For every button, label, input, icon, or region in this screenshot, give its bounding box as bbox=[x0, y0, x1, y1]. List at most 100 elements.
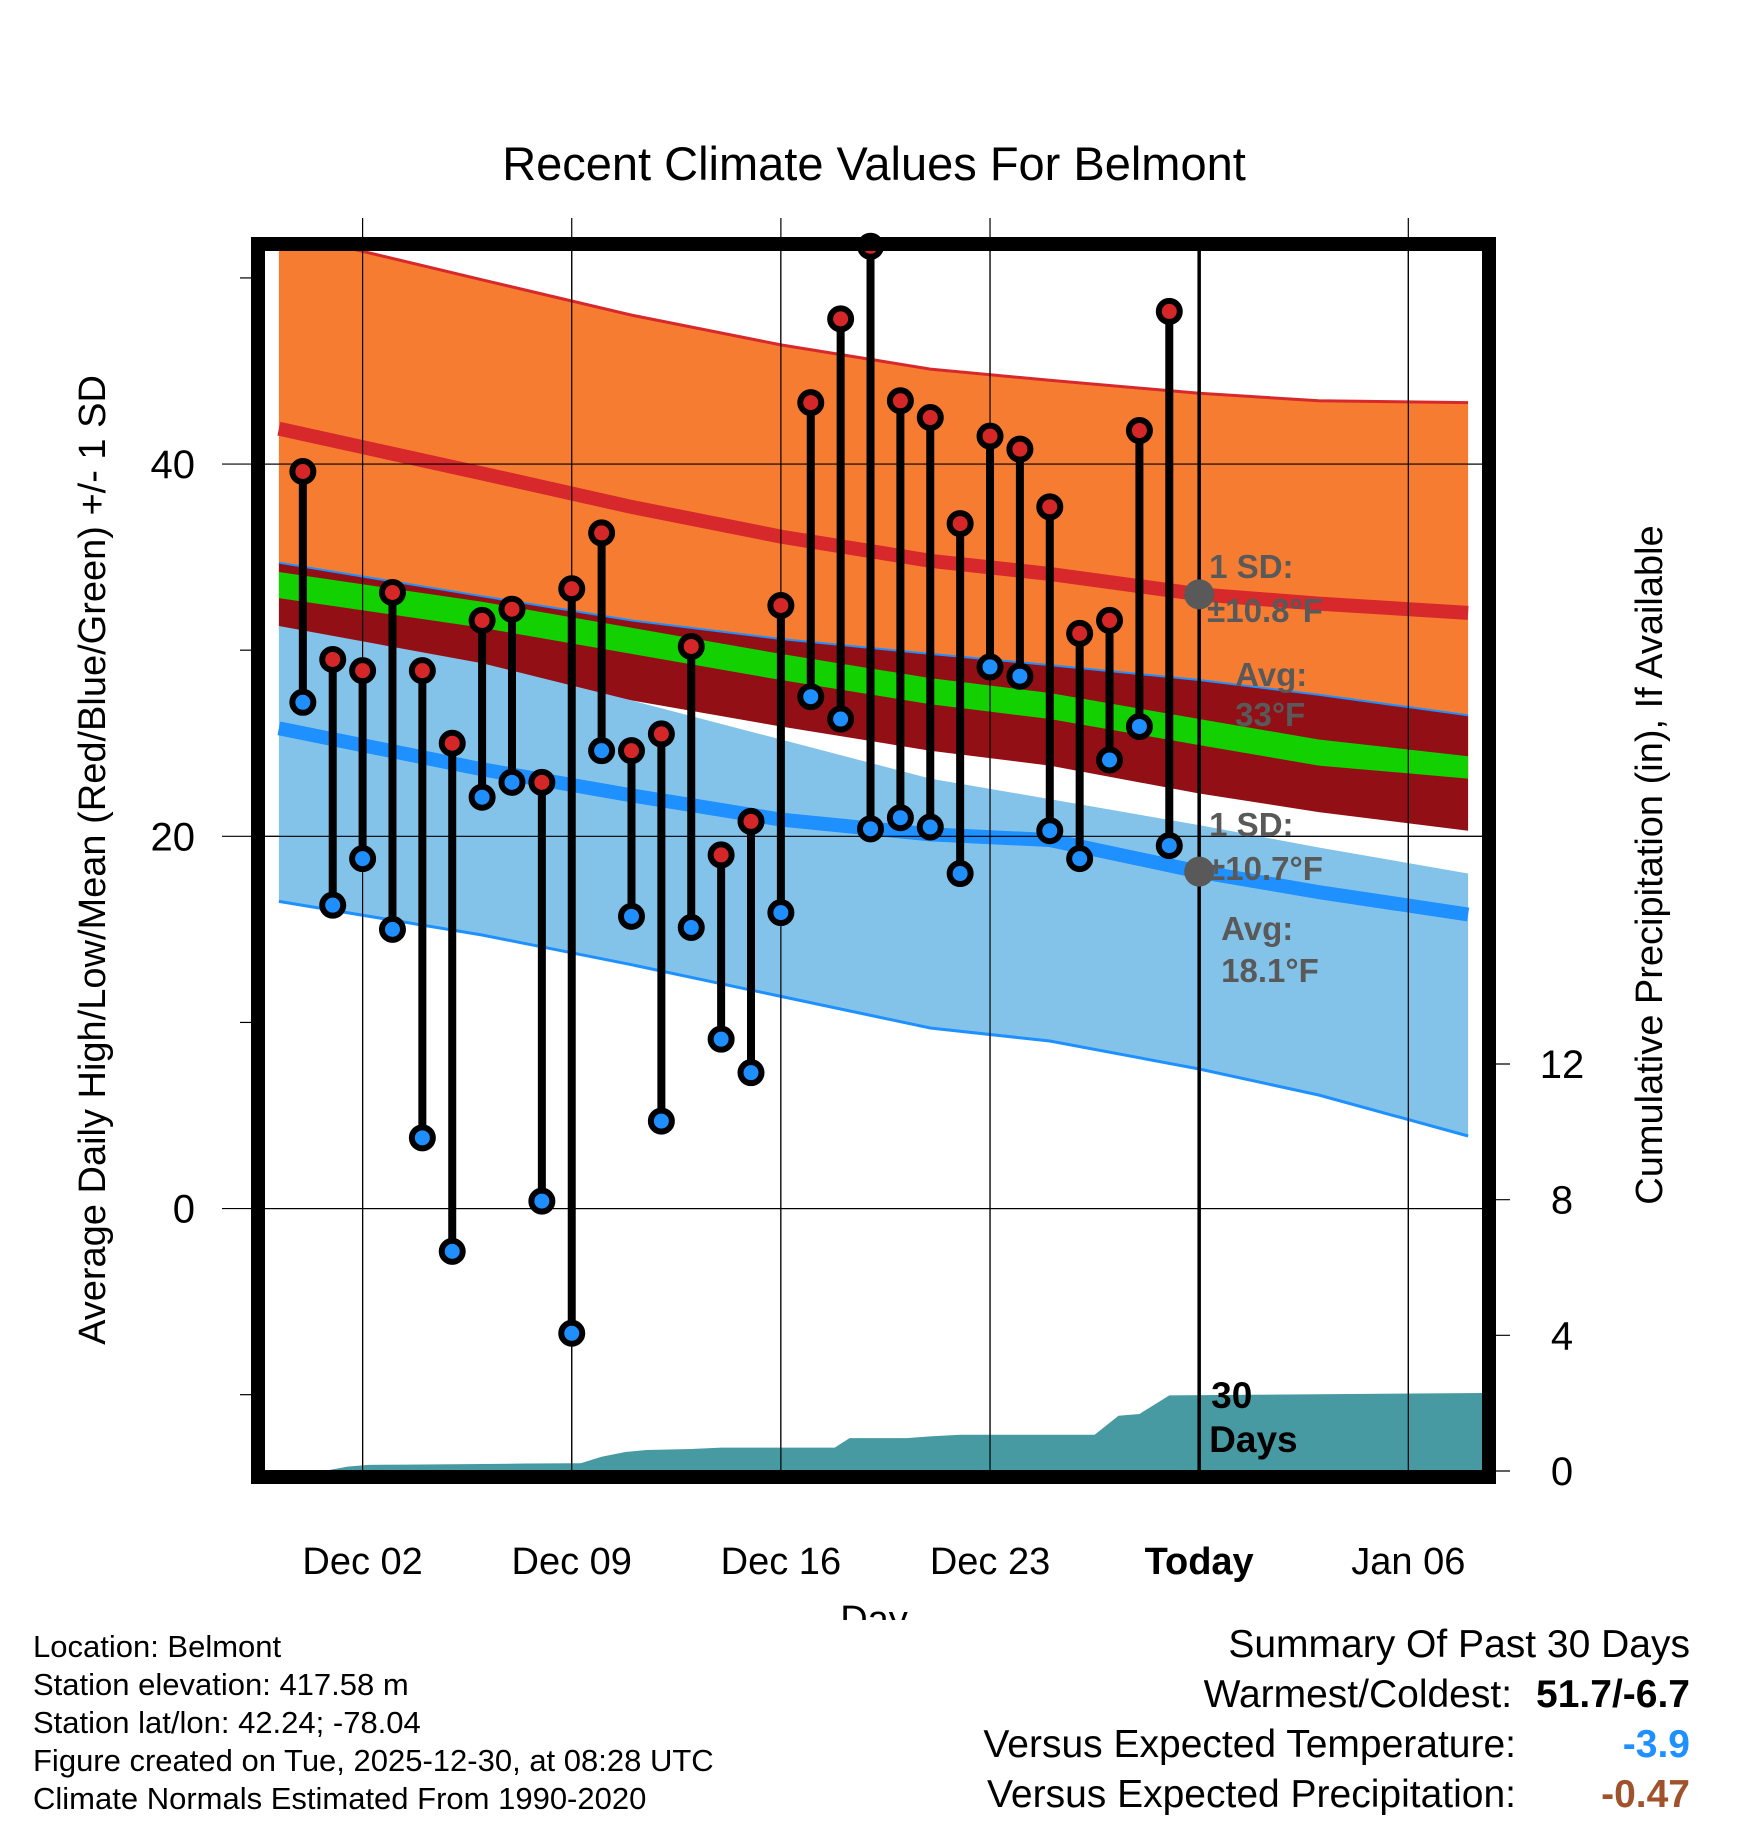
summary-temp-row: Versus Expected Temperature: -3.9 bbox=[983, 1720, 1690, 1770]
summary-panel: Summary Of Past 30 Days Warmest/Coldest:… bbox=[983, 1620, 1690, 1820]
plot-frame bbox=[251, 237, 1496, 1484]
low-sd-band bbox=[278, 626, 1469, 1136]
low-point bbox=[438, 1237, 466, 1265]
high-point bbox=[737, 807, 765, 835]
low-point bbox=[797, 683, 825, 711]
low-point bbox=[767, 899, 795, 927]
warmest-label: Warmest/Coldest: bbox=[1203, 1673, 1513, 1716]
high-point bbox=[976, 422, 1004, 450]
precip-value: -0.47 bbox=[1601, 1773, 1690, 1816]
high-point bbox=[767, 592, 795, 620]
high-point bbox=[378, 578, 406, 606]
high-point bbox=[1066, 619, 1094, 647]
low-point bbox=[617, 902, 645, 930]
y-axis-label: Average Daily High/Low/Mean (Red/Blue/Gr… bbox=[72, 375, 114, 1345]
normals-text: Climate Normals Estimated From 1990-2020 bbox=[33, 1781, 647, 1816]
high-point bbox=[827, 305, 855, 333]
high-point bbox=[946, 510, 974, 538]
y-right-tick-label: 12 bbox=[1540, 1043, 1585, 1087]
latlon-text: Station lat/lon: 42.24; -78.04 bbox=[33, 1705, 421, 1740]
high-point bbox=[1125, 417, 1153, 445]
high-point bbox=[1036, 493, 1064, 521]
high-point bbox=[916, 404, 944, 432]
high-point bbox=[558, 575, 586, 603]
y-right-axis-label: Cumulative Precipitation (in), If Availa… bbox=[1629, 525, 1671, 1204]
days-count: 30 bbox=[1211, 1375, 1252, 1416]
days-label: Days bbox=[1209, 1419, 1297, 1460]
low-point bbox=[1155, 832, 1183, 860]
low-point bbox=[289, 688, 317, 716]
x-tick-label: Today bbox=[1145, 1541, 1254, 1583]
low-point bbox=[857, 815, 885, 843]
low-point bbox=[647, 1107, 675, 1135]
low-point bbox=[588, 737, 616, 765]
y-tick-label: 40 bbox=[151, 443, 196, 487]
high-avg-value: 33°F bbox=[1235, 696, 1305, 733]
summary-warmest-row: Warmest/Coldest: 51.7/-6.7 bbox=[983, 1670, 1690, 1720]
created-text: Figure created on Tue, 2025-12-30, at 08… bbox=[33, 1743, 714, 1778]
precip-label: Versus Expected Precipitation: bbox=[987, 1773, 1516, 1816]
high-point bbox=[408, 657, 436, 685]
low-point bbox=[408, 1124, 436, 1152]
high-point bbox=[797, 389, 825, 417]
x-tick-label: Dec 16 bbox=[721, 1541, 841, 1583]
x-tick-label: Dec 09 bbox=[512, 1541, 632, 1583]
high-point bbox=[1096, 606, 1124, 634]
high-point bbox=[617, 737, 645, 765]
y-right-tick-label: 0 bbox=[1551, 1450, 1573, 1494]
low-point bbox=[319, 891, 347, 919]
summary-title: Summary Of Past 30 Days bbox=[1228, 1623, 1690, 1666]
high-avg-marker bbox=[1184, 579, 1215, 610]
high-point bbox=[349, 657, 377, 685]
high-point bbox=[498, 595, 526, 623]
high-point bbox=[319, 645, 347, 673]
low-sd-value: ±10.7°F bbox=[1207, 850, 1323, 887]
low-point bbox=[498, 768, 526, 796]
low-point bbox=[827, 705, 855, 733]
high-point bbox=[438, 729, 466, 757]
low-point bbox=[737, 1059, 765, 1087]
temp-label: Versus Expected Temperature: bbox=[983, 1723, 1516, 1766]
low-point bbox=[1006, 662, 1034, 690]
low-point bbox=[886, 804, 914, 832]
elevation-text: Station elevation: 417.58 m bbox=[33, 1667, 409, 1702]
precip-area bbox=[264, 1393, 1483, 1471]
x-tick-label: Jan 06 bbox=[1351, 1541, 1465, 1583]
low-point bbox=[1036, 817, 1064, 845]
station-info: Location: Belmont Station elevation: 417… bbox=[33, 1628, 714, 1818]
y-tick-label: 0 bbox=[173, 1188, 195, 1232]
high-point bbox=[1006, 435, 1034, 463]
low-point bbox=[378, 915, 406, 943]
temp-value: -3.9 bbox=[1622, 1723, 1690, 1766]
warmest-value: 51.7/-6.7 bbox=[1536, 1673, 1690, 1716]
location-text: Location: Belmont bbox=[33, 1629, 282, 1664]
chart-title: Recent Climate Values For Belmont bbox=[502, 137, 1246, 190]
low-point bbox=[468, 783, 496, 811]
low-lower-line bbox=[278, 899, 1469, 1138]
low-point bbox=[677, 914, 705, 942]
high-point bbox=[1155, 297, 1183, 325]
low-point bbox=[349, 845, 377, 873]
low-point bbox=[558, 1319, 586, 1347]
high-point bbox=[289, 457, 317, 485]
high-upper-line bbox=[350, 250, 1469, 405]
low-point bbox=[1066, 845, 1094, 873]
y-tick-label: 20 bbox=[151, 815, 196, 859]
high-point bbox=[647, 720, 675, 748]
high-point bbox=[588, 519, 616, 547]
low-avg-value: 18.1°F bbox=[1221, 952, 1319, 989]
high-sd-label: 1 SD: bbox=[1209, 548, 1293, 585]
low-point bbox=[946, 860, 974, 888]
low-avg-label: Avg: bbox=[1221, 910, 1293, 947]
y-right-tick-label: 8 bbox=[1551, 1179, 1573, 1223]
high-point bbox=[886, 387, 914, 415]
low-point bbox=[1125, 712, 1153, 740]
x-tick-label: Dec 02 bbox=[302, 1541, 422, 1583]
high-point bbox=[677, 632, 705, 660]
x-tick-label: Dec 23 bbox=[930, 1541, 1050, 1583]
low-point bbox=[528, 1187, 556, 1215]
high-point bbox=[528, 768, 556, 796]
climate-chart: Recent Climate Values For Belmont 1 SD: ±1… bbox=[72, 137, 1671, 1620]
low-point bbox=[707, 1025, 735, 1053]
high-point bbox=[707, 841, 735, 869]
